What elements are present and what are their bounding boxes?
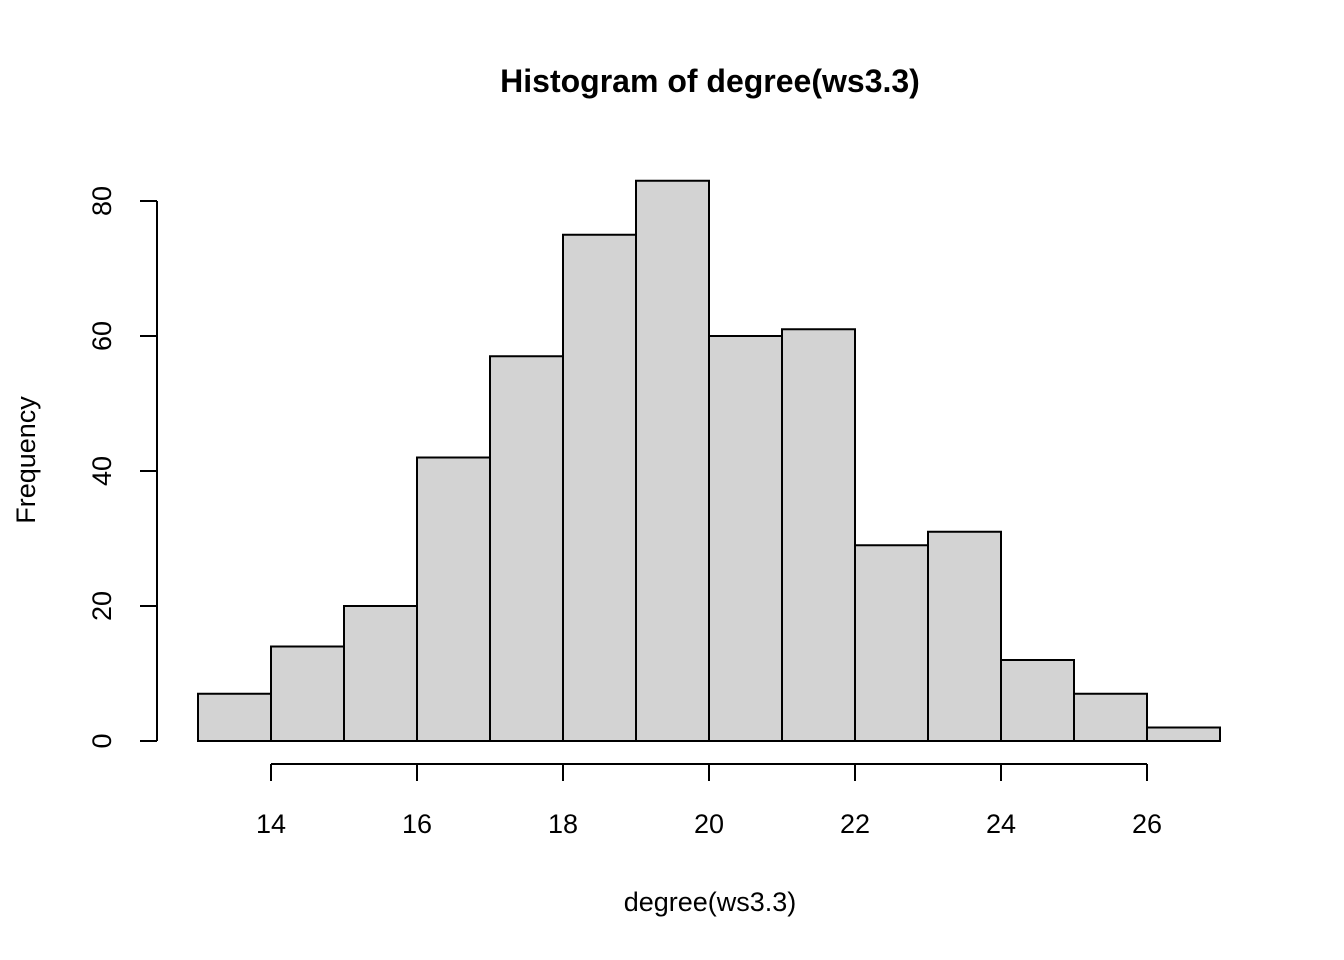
bars-group — [197, 179, 1221, 742]
histogram-bar-26-27 — [1146, 726, 1221, 742]
x-tick-label-26: 26 — [1132, 809, 1162, 839]
histogram-bar-23-24 — [927, 530, 1002, 742]
y-tick-label-40: 40 — [87, 456, 117, 486]
histogram-bar-19-20 — [635, 179, 710, 742]
histogram-bar-13-14 — [197, 692, 272, 742]
histogram-bar-21-22 — [781, 328, 856, 742]
histogram-bar-22-23 — [854, 544, 929, 742]
x-tick-label-16: 16 — [402, 809, 432, 839]
y-tick-label-60: 60 — [87, 321, 117, 351]
x-tick-label-22: 22 — [840, 809, 870, 839]
histogram-bar-25-26 — [1073, 692, 1148, 742]
x-axis: 14 16 18 20 22 24 26 — [256, 763, 1162, 839]
x-axis-label: degree(ws3.3) — [624, 887, 797, 917]
y-tick-label-20: 20 — [87, 591, 117, 621]
histogram-bar-15-16 — [343, 605, 418, 742]
y-axis-label: Frequency — [11, 396, 41, 524]
histogram-bar-16-17 — [416, 456, 491, 742]
histogram-bar-17-18 — [489, 355, 564, 742]
histogram-bar-20-21 — [708, 335, 783, 742]
histogram-bar-14-15 — [270, 645, 345, 742]
x-tick-label-24: 24 — [986, 809, 1016, 839]
y-tick-label-80: 80 — [87, 186, 117, 216]
x-tick-label-14: 14 — [256, 809, 286, 839]
x-tick-label-20: 20 — [694, 809, 724, 839]
chart-title: Histogram of degree(ws3.3) — [500, 63, 920, 99]
y-axis: 0 20 40 60 80 — [87, 186, 158, 749]
y-tick-label-0: 0 — [87, 733, 117, 748]
x-tick-label-18: 18 — [548, 809, 578, 839]
histogram-bar-18-19 — [562, 233, 637, 742]
histogram-bar-24-25 — [1000, 659, 1075, 742]
